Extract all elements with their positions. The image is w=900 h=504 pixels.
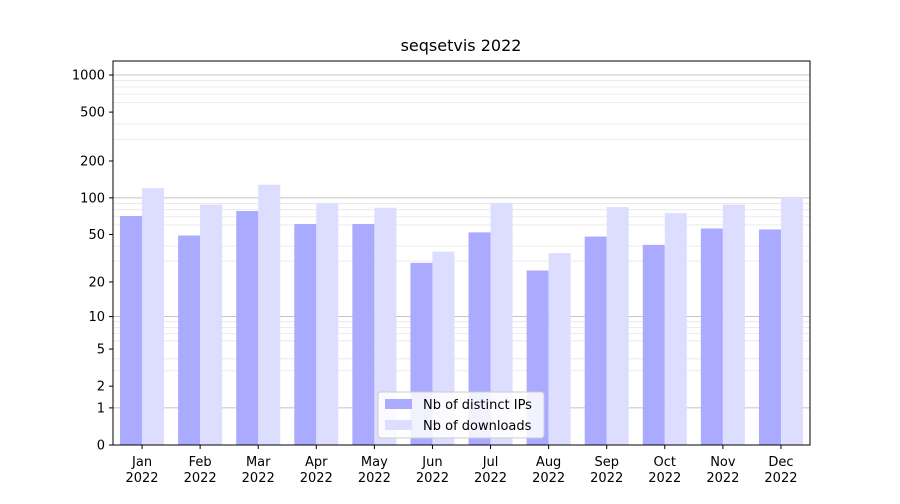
x-tick-label: 2022 bbox=[764, 471, 797, 486]
y-tick-label: 0 bbox=[97, 439, 105, 454]
legend-label: Nb of distinct IPs bbox=[423, 398, 532, 413]
y-tick-label: 10 bbox=[88, 310, 105, 325]
plot-frame bbox=[112, 60, 811, 446]
x-tick-label: 2022 bbox=[416, 471, 449, 486]
bar-downloads bbox=[664, 213, 687, 445]
grid bbox=[113, 74, 810, 409]
y-tick-label: 5 bbox=[97, 343, 105, 358]
bar-downloads bbox=[780, 197, 803, 445]
y-axis: 0 1 2 5 10 20 50 100 200 500 1000 bbox=[72, 69, 113, 454]
x-tick-label: May bbox=[361, 455, 388, 470]
x-tick-label: 2022 bbox=[590, 471, 623, 486]
bar-downloads bbox=[142, 188, 165, 445]
y-tick-label: 1000 bbox=[72, 69, 105, 84]
bar-downloads bbox=[606, 207, 629, 445]
y-tick-label: 200 bbox=[80, 155, 105, 170]
legend-swatch bbox=[385, 399, 412, 409]
x-tick-label: Feb bbox=[189, 455, 212, 470]
x-tick-label: 2022 bbox=[474, 471, 507, 486]
bar-distinct-ips bbox=[642, 244, 665, 445]
bar-downloads bbox=[258, 184, 281, 445]
bar-downloads bbox=[316, 203, 339, 445]
x-tick-label: Nov bbox=[710, 455, 736, 470]
y-tick-label: 500 bbox=[80, 106, 105, 121]
bar-distinct-ips bbox=[584, 236, 607, 445]
x-tick-label: Jun bbox=[421, 455, 442, 470]
x-tick-label: 2022 bbox=[125, 471, 158, 486]
x-tick-label: 2022 bbox=[300, 471, 333, 486]
y-tick-label: 1 bbox=[97, 401, 105, 416]
x-tick-label: Mar bbox=[246, 455, 271, 470]
bar-distinct-ips bbox=[236, 211, 259, 445]
bar-distinct-ips bbox=[700, 228, 723, 445]
bar-distinct-ips bbox=[294, 223, 317, 445]
bar-distinct-ips bbox=[352, 223, 375, 445]
y-tick-label: 2 bbox=[97, 380, 105, 395]
y-tick-label: 50 bbox=[88, 228, 105, 243]
legend-swatch bbox=[385, 420, 412, 430]
x-tick-label: Jan bbox=[131, 455, 152, 470]
x-tick-label: Jul bbox=[482, 455, 499, 470]
bar-distinct-ips bbox=[120, 215, 143, 445]
x-tick-label: Aug bbox=[536, 455, 561, 470]
bar-downloads bbox=[722, 204, 745, 445]
legend-box bbox=[377, 391, 545, 439]
x-tick-label: 2022 bbox=[648, 471, 681, 486]
legend-label: Nb of downloads bbox=[423, 419, 532, 434]
x-tick-label: 2022 bbox=[532, 471, 565, 486]
y-tick-label: 100 bbox=[80, 191, 105, 206]
x-tick-label: 2022 bbox=[358, 471, 391, 486]
bar-downloads bbox=[200, 204, 223, 445]
x-tick-label: 2022 bbox=[242, 471, 275, 486]
x-axis: Jan2022Feb2022Mar2022Apr2022May2022Jun20… bbox=[125, 445, 798, 486]
bar-distinct-ips bbox=[758, 229, 781, 445]
x-tick-label: Sep bbox=[594, 455, 619, 470]
bar-downloads bbox=[374, 207, 397, 445]
bar-distinct-ips bbox=[178, 235, 201, 445]
x-tick-label: 2022 bbox=[184, 471, 217, 486]
y-tick-label: 20 bbox=[88, 275, 105, 290]
chart-title: seqsetvis 2022 bbox=[401, 36, 522, 55]
x-tick-label: Apr bbox=[305, 455, 328, 470]
x-tick-label: Oct bbox=[654, 455, 676, 470]
x-tick-label: Dec bbox=[768, 455, 793, 470]
bar-downloads bbox=[548, 253, 571, 445]
bar-downloads bbox=[490, 202, 513, 445]
legend: Nb of distinct IPs Nb of downloads bbox=[377, 391, 545, 439]
x-tick-label: 2022 bbox=[706, 471, 739, 486]
